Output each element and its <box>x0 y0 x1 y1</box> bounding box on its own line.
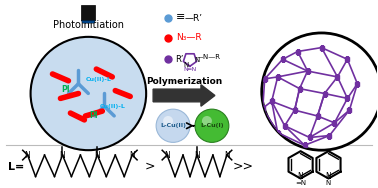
Text: Cu(II)-L: Cu(II)-L <box>85 77 111 82</box>
Text: PI: PI <box>61 85 70 94</box>
Circle shape <box>163 116 173 126</box>
Text: N: N <box>194 151 200 160</box>
Text: N: N <box>224 151 230 160</box>
FancyArrow shape <box>153 85 215 106</box>
Text: N: N <box>60 151 65 160</box>
Text: L-Cu(I): L-Cu(I) <box>200 123 224 128</box>
Circle shape <box>202 116 212 126</box>
Text: >>: >> <box>232 159 253 172</box>
Text: N: N <box>129 151 135 160</box>
Polygon shape <box>81 20 95 23</box>
Text: >: > <box>145 159 155 172</box>
Circle shape <box>195 109 229 142</box>
Text: N: N <box>325 172 332 181</box>
Text: Polymerization: Polymerization <box>146 77 222 86</box>
Text: N: N <box>94 151 100 160</box>
Text: L=: L= <box>8 162 24 172</box>
Polygon shape <box>43 49 133 103</box>
Text: N: N <box>298 172 304 181</box>
Text: —R’: —R’ <box>185 14 203 23</box>
Circle shape <box>156 109 190 142</box>
Text: PI: PI <box>89 111 98 120</box>
Polygon shape <box>81 5 95 20</box>
Text: N: N <box>25 151 31 160</box>
Text: ≡: ≡ <box>176 12 186 22</box>
Text: =N: =N <box>295 180 306 186</box>
Circle shape <box>31 37 146 150</box>
Text: N₃—R: N₃—R <box>176 33 202 42</box>
Text: R’: R’ <box>175 55 183 64</box>
Text: N: N <box>164 151 170 160</box>
Text: Photoinitiation: Photoinitiation <box>53 20 124 30</box>
Text: N: N <box>326 180 331 186</box>
Text: —N—R: —N—R <box>197 54 221 60</box>
Circle shape <box>262 33 378 150</box>
Text: N: N <box>183 62 189 68</box>
Text: N: N <box>194 58 199 64</box>
Text: L-Cu(II): L-Cu(II) <box>160 123 186 128</box>
Text: Cu(II)-L: Cu(II)-L <box>99 104 125 109</box>
Text: N═N: N═N <box>183 67 197 72</box>
